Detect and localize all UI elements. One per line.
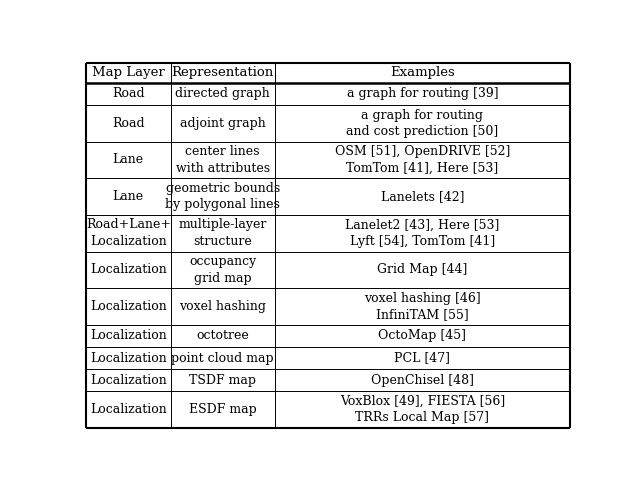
Text: a graph for routing [39]: a graph for routing [39] bbox=[347, 87, 498, 101]
Text: Road: Road bbox=[112, 117, 145, 130]
Text: Lanelet2 [43], Here [53]
Lyft [54], TomTom [41]: Lanelet2 [43], Here [53] Lyft [54], TomT… bbox=[345, 219, 500, 248]
Text: OSM [51], OpenDRIVE [52]
TomTom [41], Here [53]: OSM [51], OpenDRIVE [52] TomTom [41], He… bbox=[335, 145, 510, 174]
Text: center lines
with attributes: center lines with attributes bbox=[175, 145, 270, 174]
Text: Lane: Lane bbox=[113, 190, 144, 203]
Text: ESDF map: ESDF map bbox=[189, 403, 257, 416]
Text: multiple-layer
structure: multiple-layer structure bbox=[179, 219, 267, 248]
Text: a graph for routing
and cost prediction [50]: a graph for routing and cost prediction … bbox=[346, 108, 499, 138]
Text: occupancy
grid map: occupancy grid map bbox=[189, 255, 257, 285]
Text: PCL [47]: PCL [47] bbox=[394, 351, 451, 364]
Text: Localization: Localization bbox=[90, 351, 166, 364]
Text: octotree: octotree bbox=[196, 330, 249, 343]
Text: voxel hashing [46]
InfiniTAM [55]: voxel hashing [46] InfiniTAM [55] bbox=[364, 292, 481, 321]
Text: Localization: Localization bbox=[90, 374, 166, 387]
Text: point cloud map: point cloud map bbox=[172, 351, 274, 364]
Text: OpenChisel [48]: OpenChisel [48] bbox=[371, 374, 474, 387]
Text: Examples: Examples bbox=[390, 66, 455, 79]
Text: Lanelets [42]: Lanelets [42] bbox=[381, 190, 464, 203]
Text: directed graph: directed graph bbox=[175, 87, 270, 101]
Text: Grid Map [44]: Grid Map [44] bbox=[377, 263, 468, 277]
Text: Localization: Localization bbox=[90, 300, 166, 313]
Text: VoxBlox [49], FIESTA [56]
TRRs Local Map [57]: VoxBlox [49], FIESTA [56] TRRs Local Map… bbox=[340, 395, 505, 424]
Text: Lane: Lane bbox=[113, 154, 144, 166]
Text: adjoint graph: adjoint graph bbox=[180, 117, 266, 130]
Text: Road: Road bbox=[112, 87, 145, 101]
Text: geometric bounds
by polygonal lines: geometric bounds by polygonal lines bbox=[165, 182, 280, 211]
Text: Road+Lane+
Localization: Road+Lane+ Localization bbox=[86, 219, 171, 248]
Text: TSDF map: TSDF map bbox=[189, 374, 256, 387]
Text: Representation: Representation bbox=[172, 66, 274, 79]
Text: Map Layer: Map Layer bbox=[92, 66, 164, 79]
Text: voxel hashing: voxel hashing bbox=[179, 300, 266, 313]
Text: Localization: Localization bbox=[90, 403, 166, 416]
Text: Localization: Localization bbox=[90, 330, 166, 343]
Text: Localization: Localization bbox=[90, 263, 166, 277]
Text: OctoMap [45]: OctoMap [45] bbox=[378, 330, 467, 343]
